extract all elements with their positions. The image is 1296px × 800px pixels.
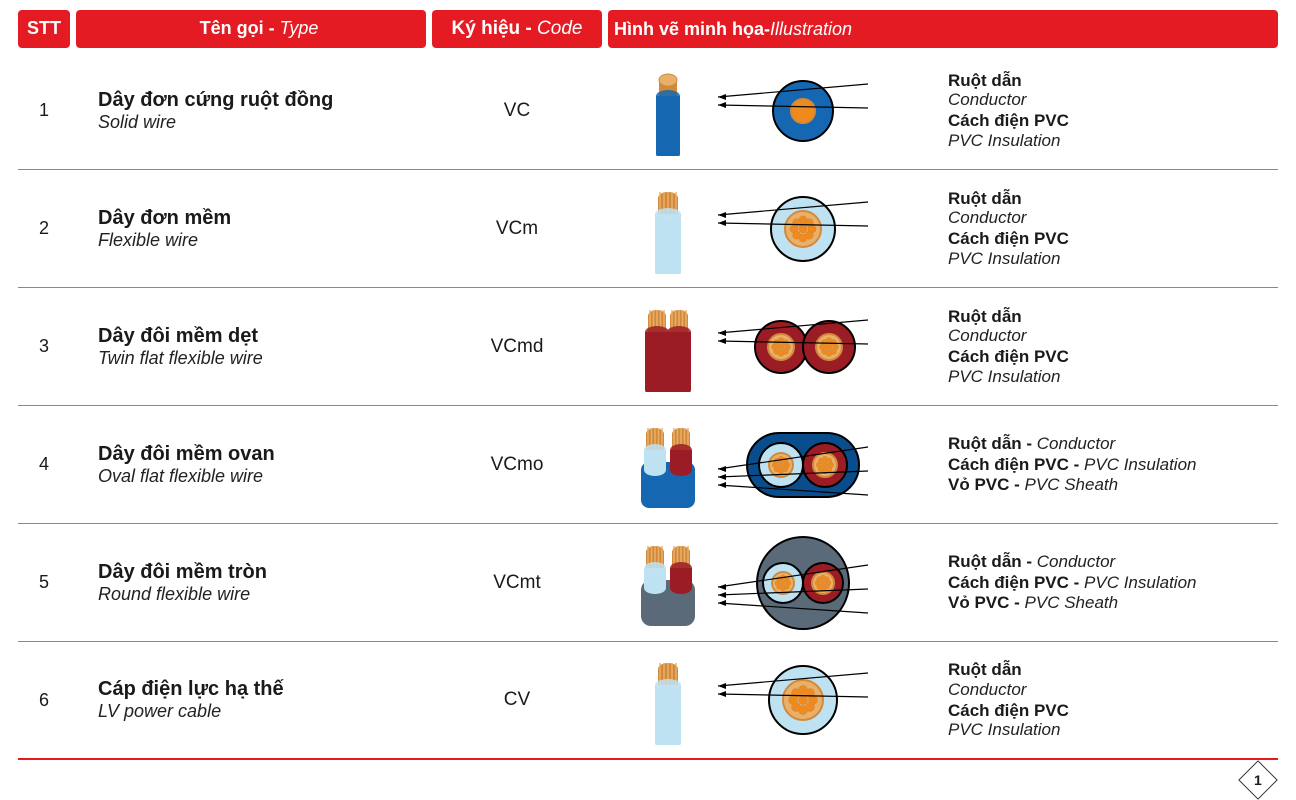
label-conductor: Ruột dẫnConductor (948, 307, 1278, 346)
cell-type: Dây đôi mềm dẹt Twin flat flexible wire (76, 325, 426, 369)
header-type: Tên gọi - Type (76, 10, 426, 48)
cell-illustration: Ruột dẫnConductorCách điện PVCPVC Insula… (608, 650, 1278, 750)
table-header: STT Tên gọi - Type Ký hiệu - Code Hình v… (18, 10, 1278, 48)
label-pvc_ins: Cách điện PVC - PVC Insulation (948, 573, 1278, 593)
cell-illustration: Ruột dẫn - ConductorCách điện PVC - PVC … (608, 415, 1278, 515)
illustration-labels: Ruột dẫnConductorCách điện PVCPVC Insula… (878, 306, 1278, 387)
cell-type: Dây đôi mềm ovan Oval flat flexible wire (76, 443, 426, 487)
header-code: Ký hiệu - Code (432, 10, 602, 48)
cell-code: VCmd (432, 336, 602, 358)
illustration-labels: Ruột dẫn - ConductorCách điện PVC - PVC … (878, 433, 1278, 496)
header-illustration: Hình vẽ minh họa - Illustration (608, 10, 1278, 48)
wire-cross-section-icon (728, 61, 878, 161)
table-row: 4 Dây đôi mềm ovan Oval flat flexible wi… (18, 406, 1278, 524)
table-row: 3 Dây đôi mềm dẹt Twin flat flexible wir… (18, 288, 1278, 406)
label-conductor: Ruột dẫnConductor (948, 71, 1278, 110)
header-stt: STT (18, 10, 70, 48)
illustration-labels: Ruột dẫn - ConductorCách điện PVC - PVC … (878, 551, 1278, 614)
table-row: 1 Dây đơn cứng ruột đồng Solid wire VC R… (18, 52, 1278, 170)
wire-cross-section-icon (728, 533, 878, 633)
label-conductor: Ruột dẫn - Conductor (948, 434, 1278, 454)
label-sheath: Vỏ PVC - PVC Sheath (948, 475, 1278, 495)
illustration-labels: Ruột dẫnConductorCách điện PVCPVC Insula… (878, 188, 1278, 269)
label-pvc_ins: Cách điện PVCPVC Insulation (948, 347, 1278, 386)
label-pvc_ins: Cách điện PVC - PVC Insulation (948, 455, 1278, 475)
page-number: 1 (1238, 760, 1278, 800)
label-pvc_ins: Cách điện PVCPVC Insulation (948, 111, 1278, 150)
cell-code: VCmt (432, 572, 602, 594)
wire-3d-icon (608, 66, 728, 156)
cell-code: VCm (432, 218, 602, 240)
wire-3d-icon (608, 184, 728, 274)
cell-code: CV (432, 689, 602, 711)
wire-cross-section-icon (728, 297, 878, 397)
label-pvc_ins: Cách điện PVCPVC Insulation (948, 701, 1278, 740)
cell-illustration: Ruột dẫnConductorCách điện PVCPVC Insula… (608, 179, 1278, 279)
table-row: 6 Cáp điện lực hạ thế LV power cable CV … (18, 642, 1278, 760)
table-row: 5 Dây đôi mềm tròn Round flexible wire V… (18, 524, 1278, 642)
cell-stt: 6 (18, 690, 70, 711)
cell-type: Cáp điện lực hạ thế LV power cable (76, 678, 426, 722)
table-row: 2 Dây đơn mềm Flexible wire VCm Ruột dẫn… (18, 170, 1278, 288)
label-pvc_ins: Cách điện PVCPVC Insulation (948, 229, 1278, 268)
wire-3d-icon (608, 420, 728, 510)
cell-type: Dây đôi mềm tròn Round flexible wire (76, 561, 426, 605)
wire-cross-section-icon (728, 650, 878, 750)
cell-type: Dây đơn mềm Flexible wire (76, 207, 426, 251)
cell-stt: 2 (18, 218, 70, 239)
cell-illustration: Ruột dẫn - ConductorCách điện PVC - PVC … (608, 533, 1278, 633)
label-sheath: Vỏ PVC - PVC Sheath (948, 593, 1278, 613)
cell-illustration: Ruột dẫnConductorCách điện PVCPVC Insula… (608, 297, 1278, 397)
cell-stt: 3 (18, 336, 70, 357)
cell-type: Dây đơn cứng ruột đồng Solid wire (76, 89, 426, 133)
wire-cross-section-icon (728, 415, 878, 515)
wire-3d-icon (608, 302, 728, 392)
cell-stt: 1 (18, 100, 70, 121)
illustration-labels: Ruột dẫnConductorCách điện PVCPVC Insula… (878, 70, 1278, 151)
cell-stt: 5 (18, 572, 70, 593)
label-conductor: Ruột dẫnConductor (948, 189, 1278, 228)
cell-code: VC (432, 100, 602, 122)
cell-stt: 4 (18, 454, 70, 475)
wire-3d-icon (608, 538, 728, 628)
cell-illustration: Ruột dẫnConductorCách điện PVCPVC Insula… (608, 61, 1278, 161)
label-conductor: Ruột dẫn - Conductor (948, 552, 1278, 572)
cell-code: VCmo (432, 454, 602, 476)
label-conductor: Ruột dẫnConductor (948, 660, 1278, 699)
illustration-labels: Ruột dẫnConductorCách điện PVCPVC Insula… (878, 659, 1278, 740)
wire-3d-icon (608, 655, 728, 745)
wire-cross-section-icon (728, 179, 878, 279)
